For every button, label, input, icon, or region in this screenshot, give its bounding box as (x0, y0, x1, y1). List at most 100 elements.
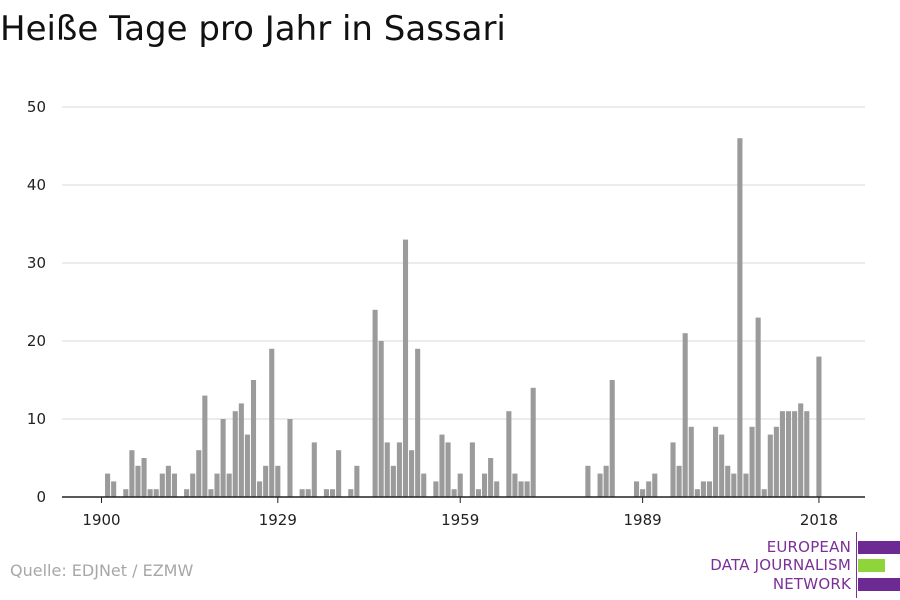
bar-2002 (719, 434, 725, 497)
bar-1983 (603, 465, 609, 497)
bar-1931 (287, 419, 293, 497)
bar-1927 (263, 465, 269, 497)
bar-1998 (694, 489, 700, 497)
bar-1928 (269, 348, 275, 497)
logo-text-european: EUROPEAN (766, 538, 851, 556)
bar-1997 (688, 426, 694, 497)
bar-2011 (773, 426, 779, 497)
logo-bar-purple-top (858, 541, 900, 554)
bar-1957 (445, 442, 451, 497)
bar-2005 (737, 138, 743, 497)
bar-2012 (779, 411, 786, 497)
y-tick-label-40: 40 (27, 176, 46, 194)
logo-bar-green (858, 559, 885, 572)
x-tick-label-1959: 1959 (441, 511, 479, 529)
x-tick-label-1900: 1900 (82, 511, 120, 529)
bar-1923 (238, 403, 244, 497)
bar-1959 (457, 473, 463, 497)
bar-1946 (378, 341, 384, 497)
logo-divider (856, 532, 857, 598)
bar-1949 (396, 442, 402, 497)
bar-1945 (372, 309, 378, 497)
bar-2006 (743, 473, 749, 497)
bar-1947 (384, 442, 390, 497)
bar-2009 (761, 489, 767, 497)
bar-1956 (439, 434, 445, 497)
bar-1904 (123, 489, 129, 497)
bar-1937 (323, 489, 330, 497)
bar-1911 (165, 465, 171, 497)
bar-1917 (202, 395, 208, 497)
chart-title: Heiße Tage pro Jahr in Sassari (0, 9, 506, 49)
bar-1933 (299, 489, 305, 497)
bar-1991 (652, 473, 658, 497)
bar-1914 (184, 489, 190, 497)
bar-1982 (597, 473, 603, 497)
bar-1995 (676, 465, 682, 497)
bar-1961 (469, 442, 475, 497)
y-tick-label-20: 20 (27, 332, 46, 350)
bar-1926 (257, 481, 263, 497)
y-tick-label-50: 50 (27, 98, 46, 116)
bar-2018 (816, 356, 822, 497)
bar-1906 (135, 465, 141, 497)
bar-1922 (232, 411, 238, 497)
bar-2004 (731, 473, 737, 497)
bar-1938 (329, 489, 336, 497)
bar-2015 (798, 403, 804, 497)
logo-text-network: NETWORK (772, 575, 851, 593)
bar-1924 (244, 434, 250, 497)
bar-1950 (402, 239, 409, 497)
bar-1934 (305, 489, 311, 497)
bar-1969 (518, 481, 524, 497)
bar-1970 (524, 481, 530, 497)
bar-1990 (646, 481, 652, 497)
x-tick-label-2018: 2018 (800, 511, 838, 529)
bar-1902 (111, 481, 117, 497)
bar-1912 (171, 473, 178, 497)
x-tick-label-1929: 1929 (259, 511, 297, 529)
logo-bar-purple-bottom (858, 578, 900, 591)
bar-1984 (609, 380, 615, 497)
y-tick-label-10: 10 (27, 410, 46, 428)
bar-1989 (640, 489, 646, 497)
bar-1907 (141, 458, 147, 497)
bar-1968 (512, 473, 518, 497)
bar-1988 (633, 481, 640, 497)
bar-1951 (409, 450, 415, 497)
bar-1921 (226, 473, 232, 497)
bar-2001 (713, 426, 719, 497)
bar-1910 (159, 473, 165, 497)
bar-2008 (755, 317, 761, 497)
bar-1901 (105, 473, 111, 497)
bar-1971 (530, 387, 536, 497)
bar-1916 (196, 450, 202, 497)
bar-1952 (415, 348, 421, 497)
bar-1915 (190, 473, 196, 497)
bar-1905 (129, 450, 135, 497)
bar-2013 (785, 411, 792, 497)
bar-1996 (682, 333, 688, 497)
bar-1958 (451, 489, 457, 497)
bar-1935 (311, 442, 317, 497)
x-tick-label-1989: 1989 (624, 511, 662, 529)
bar-1918 (208, 489, 214, 497)
bar-1965 (494, 481, 500, 497)
bar-1948 (390, 465, 396, 497)
bar-2000 (706, 481, 713, 497)
bar-2003 (725, 465, 731, 497)
bar-1962 (475, 489, 482, 497)
bar-1964 (488, 458, 494, 497)
bar-2007 (749, 426, 755, 497)
bar-2010 (767, 434, 773, 497)
bar-1908 (147, 489, 153, 497)
bar-1909 (153, 489, 159, 497)
bar-1942 (354, 465, 360, 497)
bar-1955 (433, 481, 439, 497)
bar-1999 (700, 481, 706, 497)
edjnet-logo: EUROPEAN DATA JOURNALISM NETWORK (700, 532, 900, 598)
bar-1939 (336, 450, 342, 497)
bar-1919 (214, 473, 220, 497)
logo-text-data-journalism: DATA JOURNALISM (710, 556, 851, 574)
